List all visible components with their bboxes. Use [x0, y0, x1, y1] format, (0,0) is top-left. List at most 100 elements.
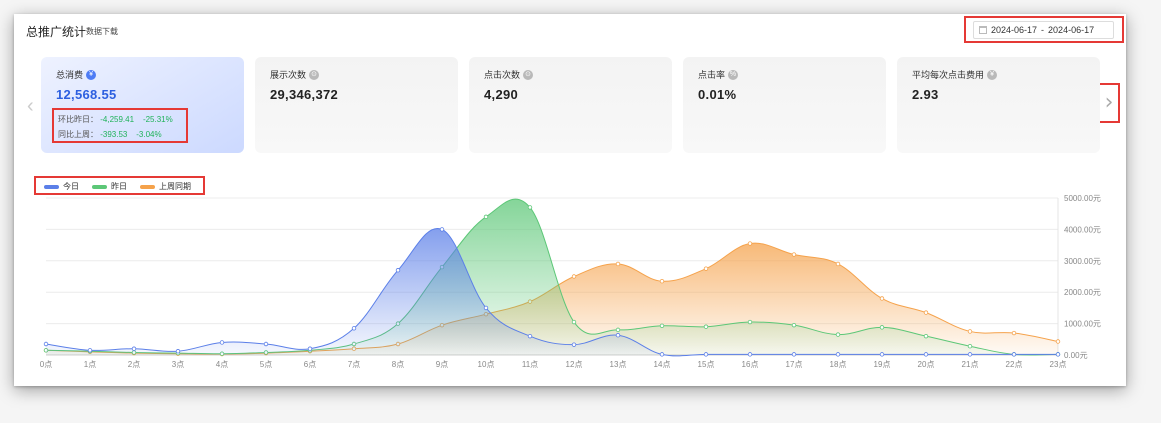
- data-point: [967, 344, 973, 349]
- legend-item-yesterday[interactable]: 昨日: [92, 181, 127, 192]
- data-point: [923, 333, 929, 339]
- x-tick-label: 16点: [742, 360, 759, 369]
- metric-card-impressions[interactable]: 展示次数 ⊙ 29,346,372: [255, 57, 458, 153]
- data-point: [659, 323, 665, 328]
- legend-item-last-week[interactable]: 上周同期: [140, 181, 191, 192]
- data-point: [1011, 330, 1017, 336]
- x-tick-label: 20点: [918, 360, 935, 369]
- chevron-right-icon: ›: [1104, 90, 1114, 115]
- metric-card-avg-cpc[interactable]: 平均每次点击费用 ¥ 2.93: [897, 57, 1100, 153]
- x-tick-label: 2点: [128, 360, 140, 369]
- data-point: [615, 333, 621, 338]
- x-tick-label: 18点: [830, 360, 847, 369]
- data-point: [527, 333, 533, 339]
- metric-card-ctr[interactable]: 点击率 % 0.01%: [683, 57, 886, 153]
- x-tick-label: 6点: [304, 360, 316, 369]
- data-point: [879, 325, 885, 330]
- data-point: [791, 252, 797, 257]
- data-point: [703, 266, 709, 271]
- metric-card-total-cost[interactable]: 总消费 ¥ 12,568.55 环比昨日： -4,259.41 -25.31% …: [41, 57, 244, 153]
- date-start: 2024-06-17: [991, 25, 1038, 35]
- metric-label: 平均每次点击费用: [912, 70, 985, 80]
- x-tick-label: 15点: [698, 360, 715, 369]
- x-tick-label: 14点: [654, 360, 671, 369]
- date-end: 2024-06-17: [1048, 25, 1095, 35]
- date-range-picker[interactable]: 2024-06-17 - 2024-06-17: [973, 21, 1114, 39]
- x-tick-label: 12点: [566, 360, 583, 369]
- download-data-link[interactable]: 数据下载: [86, 27, 118, 36]
- data-point: [395, 268, 401, 273]
- data-point: [615, 261, 621, 267]
- data-point: [923, 310, 929, 315]
- x-tick-label: 1点: [84, 360, 96, 369]
- data-point: [879, 296, 885, 301]
- chart-legend: 今日 昨日 上周同期: [34, 176, 205, 195]
- x-tick-label: 11点: [522, 360, 538, 369]
- y-tick-label: 0.00元: [1064, 351, 1088, 360]
- data-point: [967, 352, 973, 357]
- page-title: 总推广统计: [26, 25, 87, 39]
- x-tick-label: 21点: [962, 360, 979, 369]
- data-point: [791, 352, 797, 357]
- data-point: [1055, 352, 1061, 357]
- data-point: [615, 327, 621, 333]
- data-point: [571, 342, 577, 347]
- yen-icon: ¥: [987, 69, 998, 80]
- calendar-icon: [979, 26, 987, 34]
- data-point: [835, 352, 841, 357]
- data-point: [747, 352, 753, 357]
- compare-day-row: 环比昨日： -4,259.41 -25.31%: [58, 115, 173, 124]
- comparison-highlight: 环比昨日： -4,259.41 -25.31% 同比上周： -393.53 -3…: [52, 108, 188, 143]
- area-chart: 0.00元 1000.00元 2000.00元 3000.00元 4000.00元 500…: [40, 194, 1101, 369]
- metric-value: 29,346,372: [270, 87, 339, 102]
- chevron-left-icon[interactable]: ‹: [27, 95, 34, 117]
- data-point: [307, 346, 313, 351]
- date-separator: -: [1041, 25, 1045, 35]
- data-point: [747, 241, 753, 246]
- data-point: [527, 205, 533, 210]
- data-point: [703, 352, 709, 357]
- metric-value: 12,568.55: [56, 87, 117, 102]
- metric-label: 总消费: [56, 70, 84, 80]
- compare-week-row: 同比上周： -393.53 -3.04%: [58, 130, 162, 139]
- x-tick-label: 17点: [786, 360, 803, 369]
- x-tick-label: 0点: [40, 360, 52, 369]
- series-area-1: [46, 199, 1058, 356]
- data-point: [483, 305, 489, 311]
- x-tick-label: 4点: [216, 360, 228, 369]
- data-point: [87, 348, 93, 353]
- click-icon: ⊙: [523, 69, 534, 80]
- x-tick-label: 8点: [392, 360, 404, 369]
- data-point: [659, 279, 665, 284]
- yen-icon: ¥: [86, 69, 97, 80]
- x-tick-label: 7点: [348, 360, 360, 369]
- y-tick-label: 5000.00元: [1064, 194, 1101, 203]
- percent-icon: %: [728, 69, 739, 80]
- stats-panel: 总推广统计 数据下载 2024-06-17 - 2024-06-17 ‹ › 总…: [14, 14, 1126, 386]
- metric-label: 点击次数: [484, 70, 521, 80]
- x-tick-label: 22点: [1006, 360, 1023, 369]
- data-point: [659, 352, 665, 357]
- data-point: [747, 319, 753, 325]
- x-tick-label: 10点: [478, 360, 495, 369]
- metric-label: 展示次数: [270, 70, 307, 80]
- metric-label: 点击率: [698, 70, 726, 80]
- data-point: [835, 332, 841, 337]
- data-point: [219, 340, 225, 345]
- data-point: [263, 341, 269, 347]
- x-tick-label: 9点: [436, 360, 448, 369]
- x-tick-label: 13点: [610, 360, 627, 369]
- data-point: [1011, 352, 1017, 357]
- metric-card-clicks[interactable]: 点击次数 ⊙ 4,290: [469, 57, 672, 153]
- metric-value: 2.93: [912, 87, 939, 102]
- x-tick-label: 19点: [874, 360, 891, 369]
- x-tick-label: 23点: [1050, 360, 1067, 369]
- x-tick-label: 5点: [260, 360, 272, 369]
- y-tick-label: 4000.00元: [1064, 225, 1101, 234]
- data-point: [879, 352, 885, 357]
- data-point: [571, 274, 577, 279]
- legend-item-today[interactable]: 今日: [44, 181, 79, 192]
- data-point: [175, 349, 181, 354]
- metric-value: 4,290: [484, 87, 519, 102]
- data-point: [43, 341, 49, 347]
